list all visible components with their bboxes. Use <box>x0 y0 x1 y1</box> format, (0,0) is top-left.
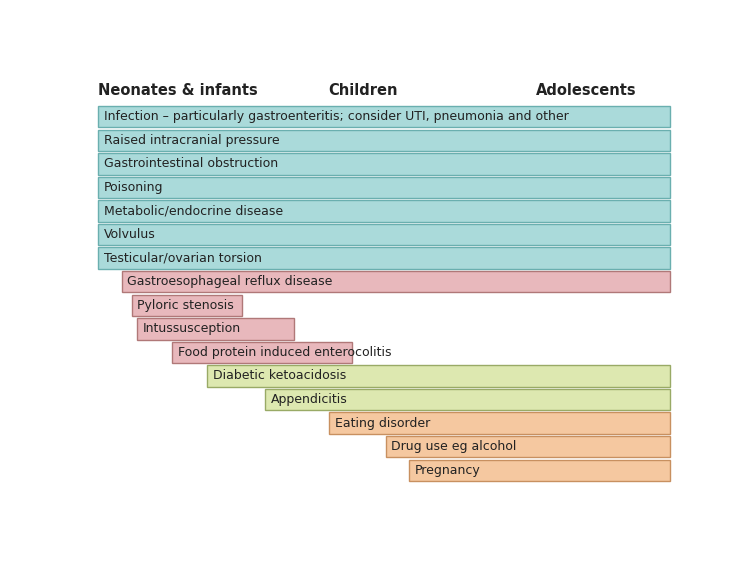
Text: Poisoning: Poisoning <box>104 181 164 194</box>
FancyBboxPatch shape <box>329 412 670 434</box>
Text: Gastrointestinal obstruction: Gastrointestinal obstruction <box>104 157 278 170</box>
Text: Pyloric stenosis: Pyloric stenosis <box>137 299 234 312</box>
Text: Diabetic ketoacidosis: Diabetic ketoacidosis <box>213 370 346 383</box>
FancyBboxPatch shape <box>98 224 670 245</box>
FancyBboxPatch shape <box>98 200 670 222</box>
Text: Raised intracranial pressure: Raised intracranial pressure <box>104 134 280 147</box>
FancyBboxPatch shape <box>98 106 670 128</box>
FancyBboxPatch shape <box>266 389 670 410</box>
FancyBboxPatch shape <box>137 318 294 340</box>
Text: Infection – particularly gastroenteritis; consider UTI, pneumonia and other: Infection – particularly gastroenteritis… <box>104 110 569 123</box>
Text: Metabolic/endocrine disease: Metabolic/endocrine disease <box>104 205 284 217</box>
Text: Eating disorder: Eating disorder <box>335 416 430 430</box>
Text: Appendicitis: Appendicitis <box>271 393 348 406</box>
Text: Gastroesophageal reflux disease: Gastroesophageal reflux disease <box>128 275 333 288</box>
FancyBboxPatch shape <box>98 153 670 174</box>
Text: Testicular/ovarian torsion: Testicular/ovarian torsion <box>104 252 262 265</box>
FancyBboxPatch shape <box>98 177 670 198</box>
Text: Intussusception: Intussusception <box>143 323 242 335</box>
FancyBboxPatch shape <box>409 459 670 481</box>
FancyBboxPatch shape <box>98 248 670 269</box>
Text: Pregnancy: Pregnancy <box>415 464 480 476</box>
FancyBboxPatch shape <box>207 366 670 387</box>
FancyBboxPatch shape <box>98 130 670 151</box>
FancyBboxPatch shape <box>172 341 352 363</box>
Text: Food protein induced enterocolitis: Food protein induced enterocolitis <box>178 346 392 359</box>
Text: Volvulus: Volvulus <box>104 228 156 241</box>
FancyBboxPatch shape <box>131 295 242 316</box>
Text: Neonates & infants: Neonates & infants <box>98 83 258 98</box>
Text: Children: Children <box>328 83 398 98</box>
Text: Drug use eg alcohol: Drug use eg alcohol <box>392 440 517 453</box>
FancyBboxPatch shape <box>122 271 670 292</box>
Text: Adolescents: Adolescents <box>536 83 637 98</box>
FancyBboxPatch shape <box>386 436 670 458</box>
